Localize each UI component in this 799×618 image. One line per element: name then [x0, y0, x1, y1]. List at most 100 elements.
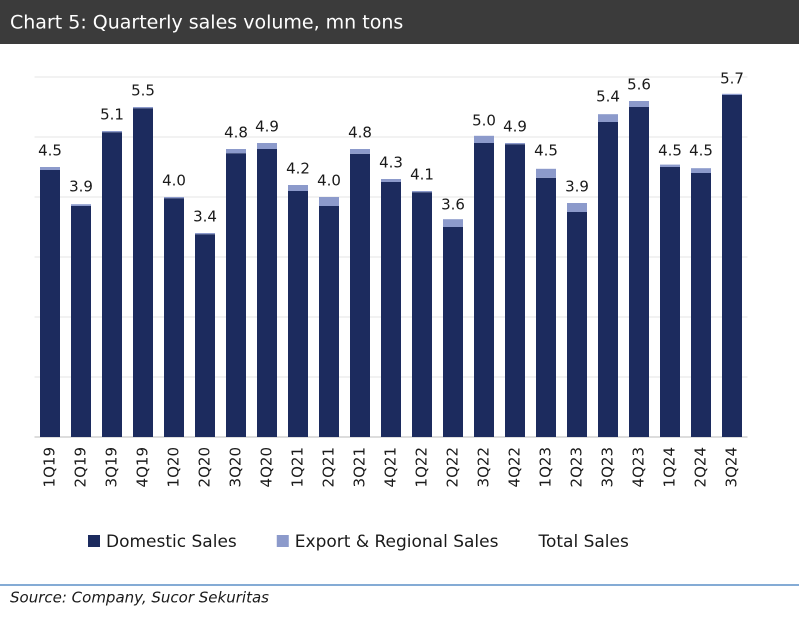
total-label: 5.5: [131, 82, 155, 100]
x-tick-label: 3Q24: [723, 447, 741, 487]
legend-label: Total Sales: [537, 532, 628, 552]
bar-segment: [629, 101, 649, 107]
total-label: 4.9: [503, 118, 527, 136]
bar-segment: [257, 149, 277, 437]
chart-title: Chart 5: Quarterly sales volume, mn tons: [10, 12, 403, 34]
legend-label: Export & Regional Sales: [295, 532, 499, 552]
bar-segment: [412, 192, 432, 437]
total-label: 3.9: [565, 178, 589, 196]
bar-segment: [567, 212, 587, 437]
total-label: 5.4: [596, 88, 620, 106]
bar-segment: [505, 144, 525, 437]
bar-segment: [195, 234, 215, 437]
x-tick-label: 2Q19: [72, 447, 90, 487]
total-label: 4.8: [348, 124, 372, 142]
legend-swatch: [88, 535, 100, 547]
total-label: 4.9: [255, 118, 279, 136]
bar-segment: [598, 114, 618, 122]
x-tick-label: 1Q19: [41, 447, 59, 487]
total-label: 3.4: [193, 208, 217, 226]
legend-swatch: [276, 535, 289, 547]
x-tick-label: 1Q22: [413, 447, 431, 487]
x-tick-label: 1Q23: [537, 447, 555, 487]
bar-segment: [102, 131, 122, 133]
bar-segment: [40, 167, 60, 170]
bar-segment: [660, 164, 680, 167]
x-tick-label: 4Q20: [258, 447, 276, 487]
x-tick-label: 2Q24: [692, 447, 710, 487]
total-label: 4.0: [162, 172, 186, 190]
x-tick-label: 3Q21: [351, 447, 369, 487]
x-tick-label: 2Q21: [320, 447, 338, 487]
total-label: 4.1: [410, 166, 434, 184]
total-label: 5.0: [472, 112, 496, 130]
total-label: 5.6: [627, 76, 651, 94]
bar-segment: [536, 177, 556, 438]
bar-segment: [226, 149, 246, 154]
bar-segment: [133, 108, 153, 437]
bar-segment: [350, 153, 370, 438]
bar-segment: [629, 107, 649, 437]
bar-segment: [319, 206, 339, 437]
legend-label: Domestic Sales: [106, 532, 237, 552]
total-label: 4.5: [689, 142, 713, 160]
bar-segment: [71, 204, 91, 206]
x-tick-label: 1Q24: [661, 447, 679, 487]
x-tick-label: 3Q19: [103, 447, 121, 487]
total-label: 4.8: [224, 124, 248, 142]
bar-segment: [691, 173, 711, 437]
bar-segment: [288, 185, 308, 191]
total-label: 4.5: [534, 142, 558, 160]
bar-segment: [195, 233, 215, 235]
total-label: 3.9: [69, 178, 93, 196]
bar-segment: [288, 191, 308, 437]
x-tick-label: 2Q22: [444, 447, 462, 487]
x-tick-label: 4Q23: [630, 447, 648, 487]
bar-segment: [474, 143, 494, 437]
total-label: 4.2: [286, 160, 310, 178]
bar-segment: [660, 167, 680, 437]
x-tick-label: 4Q21: [382, 447, 400, 487]
source: Source: Company, Sucor Sekuritas: [10, 589, 269, 607]
x-tick-label: 3Q22: [475, 447, 493, 487]
bar-segment: [443, 219, 463, 227]
bar-segment: [319, 197, 339, 206]
x-tick-label: 2Q20: [196, 447, 214, 487]
bar-segment: [722, 95, 742, 437]
x-tick-label: 4Q22: [506, 447, 524, 487]
total-label: 4.3: [379, 154, 403, 172]
bar-segment: [257, 143, 277, 149]
bar-segment: [102, 132, 122, 437]
x-tick-label: 2Q23: [568, 447, 586, 487]
x-tick-label: 3Q23: [599, 447, 617, 487]
bar-segment: [691, 168, 711, 173]
bar-segment: [381, 179, 401, 182]
total-label: 4.5: [658, 142, 682, 160]
total-label: 4.0: [317, 172, 341, 190]
x-tick-label: 3Q20: [227, 447, 245, 487]
bar-segment: [226, 153, 246, 437]
total-label: 4.5: [38, 142, 62, 160]
bar-segment: [412, 191, 432, 193]
header-bar: [0, 0, 799, 44]
bar-segment: [567, 203, 587, 212]
x-tick-label: 1Q21: [289, 447, 307, 487]
total-label: 5.7: [720, 70, 744, 88]
bar-segment: [350, 149, 370, 154]
bar-segment: [133, 107, 153, 109]
bar-segment: [381, 182, 401, 437]
bar-segment: [722, 93, 742, 95]
bar-segment: [71, 206, 91, 437]
bar-segment: [164, 197, 184, 199]
x-tick-label: 1Q20: [165, 447, 183, 487]
total-label: 5.1: [100, 106, 124, 124]
bar-segment: [443, 227, 463, 437]
bar-segment: [598, 122, 618, 437]
bar-segment: [505, 143, 525, 145]
bar-segment: [474, 135, 494, 143]
total-label: 3.6: [441, 196, 465, 214]
bar-segment: [164, 198, 184, 437]
bar-segment: [40, 170, 60, 437]
bar-segment: [536, 168, 556, 178]
